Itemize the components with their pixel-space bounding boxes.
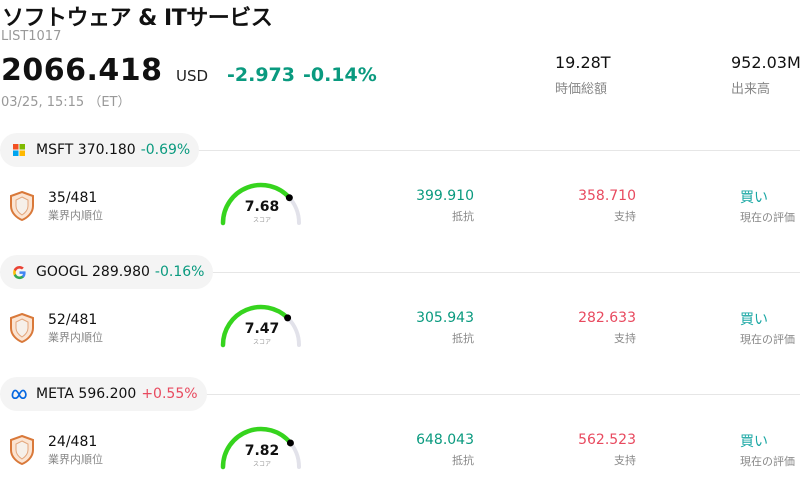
score-gauge	[220, 182, 301, 226]
divider	[0, 150, 800, 151]
google-logo-icon	[10, 263, 28, 281]
gauge-needle-dot	[285, 194, 293, 202]
meta-logo-icon	[10, 385, 28, 403]
industry-rank-label: 業界内順位	[48, 209, 103, 222]
resistance-label: 抵抗	[452, 454, 474, 467]
stock-pill-meta[interactable]: META 596.200 +0.55%	[0, 377, 207, 411]
divider	[0, 394, 800, 395]
rating-value: 買い	[740, 312, 768, 328]
industry-rank: 52/481	[48, 312, 98, 328]
resistance-value: 399.910	[416, 188, 474, 204]
microsoft-logo-icon	[10, 141, 28, 159]
support-label: 支持	[614, 454, 636, 467]
score-gauge	[220, 426, 301, 470]
timestamp: 03/25, 15:15 （ET）	[1, 95, 131, 110]
index-code: LIST1017	[1, 29, 62, 44]
gauge-needle-dot	[286, 439, 294, 447]
industry-rank: 35/481	[48, 190, 98, 206]
stock-card-msft[interactable]: MSFT 370.180 -0.69% 35/481 業界内順位 7.68 スコア…	[0, 133, 800, 255]
resistance-value: 305.943	[416, 310, 474, 326]
resistance-value: 648.043	[416, 432, 474, 448]
resistance-label: 抵抗	[452, 332, 474, 345]
support-label: 支持	[614, 210, 636, 223]
stock-price: 289.980	[92, 264, 150, 280]
market-cap-stat: 19.28T 時価総額	[555, 53, 611, 97]
gauge-fill	[220, 182, 292, 226]
market-cap-label: 時価総額	[555, 82, 608, 97]
industry-rank-label: 業界内順位	[48, 331, 103, 344]
resistance-label: 抵抗	[452, 210, 474, 223]
score-value: 7.47	[244, 321, 280, 337]
score-label: スコア	[252, 461, 271, 468]
score-label: スコア	[252, 339, 271, 346]
stock-card-googl[interactable]: GOOGL 289.980 -0.16% 52/481 業界内順位 7.47 スコ…	[0, 255, 800, 377]
rank-shield-icon	[10, 191, 34, 221]
stock-price: 370.180	[77, 142, 136, 158]
index-title: ソフトウェア & ITサービス	[2, 6, 273, 31]
score-value: 7.68	[244, 199, 280, 215]
ticker: META	[36, 386, 74, 402]
stock-change: +0.55%	[141, 386, 198, 402]
rating-label: 現在の評価	[740, 211, 795, 224]
rating-value: 買い	[740, 190, 768, 206]
rating-label: 現在の評価	[740, 333, 795, 346]
support-value: 358.710	[578, 188, 636, 204]
index-price: 2066.418	[1, 53, 163, 88]
support-label: 支持	[614, 332, 636, 345]
rating-label: 現在の評価	[740, 455, 795, 468]
rating-value: 買い	[740, 434, 768, 450]
gauge-needle-dot	[284, 314, 292, 322]
stock-price: 596.200	[78, 386, 137, 402]
gauge-fill	[220, 304, 290, 348]
volume-label: 出来高	[731, 82, 771, 97]
currency-label: USD	[176, 67, 209, 85]
score-value: 7.82	[244, 443, 280, 459]
market-cap-value: 19.28T	[555, 53, 611, 72]
ticker: GOOGL	[36, 264, 88, 280]
support-value: 562.523	[578, 432, 636, 448]
divider	[0, 272, 800, 273]
ticker: MSFT	[36, 142, 74, 158]
support-value: 282.633	[578, 310, 636, 326]
gauge-fill	[220, 426, 293, 470]
stock-card-meta[interactable]: META 596.200 +0.55% 24/481 業界内順位 7.82 スコア…	[0, 377, 800, 488]
stock-change: -0.16%	[154, 264, 205, 280]
score-gauge	[220, 304, 301, 348]
volume-stat: 952.03M 出来高	[731, 53, 800, 97]
score-label: スコア	[252, 217, 271, 224]
stock-pill-msft[interactable]: MSFT 370.180 -0.69%	[0, 133, 200, 167]
rank-shield-icon	[10, 435, 34, 465]
stock-change: -0.69%	[140, 142, 191, 158]
volume-value: 952.03M	[731, 53, 800, 72]
rank-shield-icon	[10, 313, 34, 343]
industry-rank: 24/481	[48, 434, 98, 450]
change-value: -2.973	[227, 64, 295, 86]
change-percent: -0.14%	[302, 64, 377, 86]
stock-pill-googl[interactable]: GOOGL 289.980 -0.16%	[0, 255, 214, 289]
industry-rank-label: 業界内順位	[48, 453, 103, 466]
index-change: -2.973 -0.14%	[227, 64, 377, 86]
